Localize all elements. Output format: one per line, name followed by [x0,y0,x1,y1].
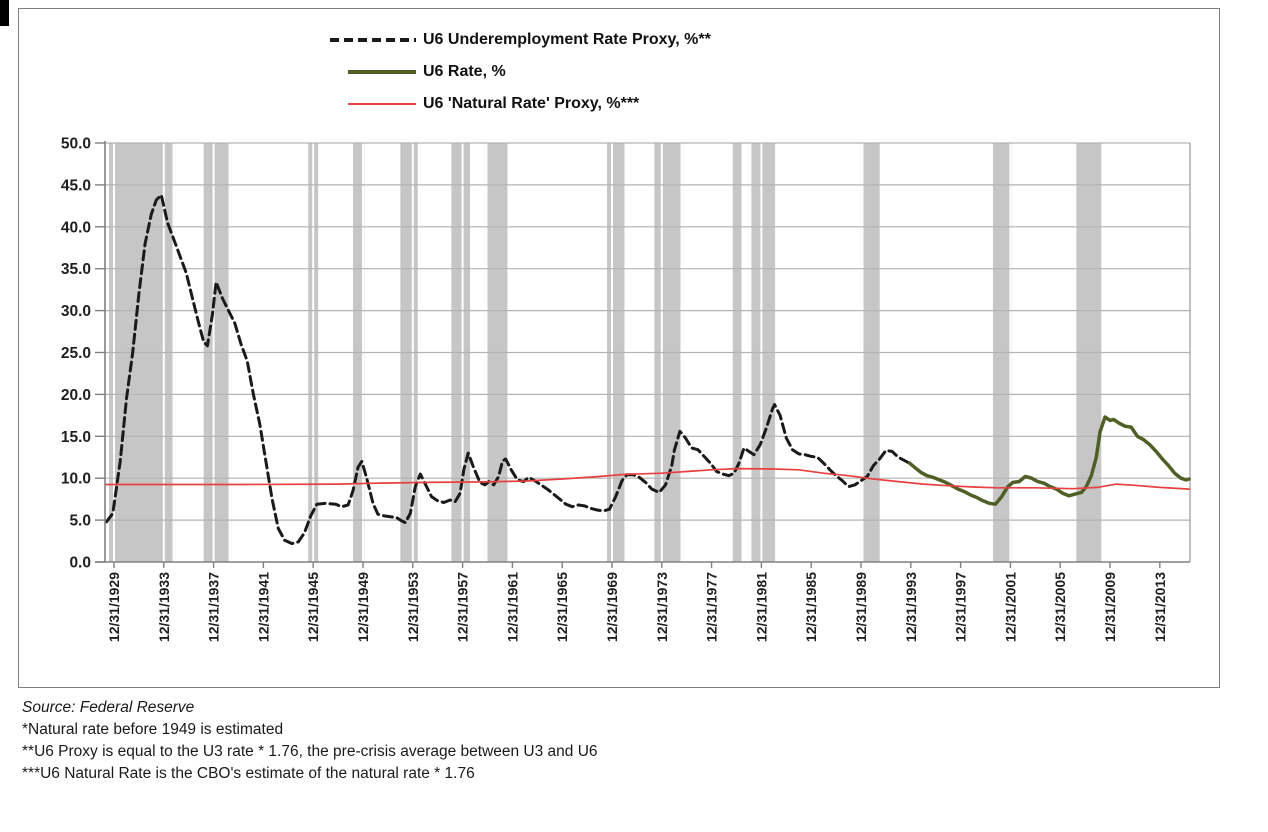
x-tick-label: 12/31/1969 [604,572,620,642]
x-tick-label: 12/31/1949 [355,572,371,642]
chart-footnotes: Source: Federal Reserve *Natural rate be… [22,697,598,785]
x-tick-label: 12/31/1953 [405,572,421,642]
x-tick-label: 12/31/2001 [1002,572,1018,642]
x-tick-label: 12/31/1941 [255,572,271,642]
x-tick-label: 12/31/1985 [803,572,819,642]
red-line-sample-icon [348,103,416,105]
series-line-2 [104,467,1190,490]
x-tick-label: 12/31/1933 [156,572,172,642]
x-tick-label: 12/31/1989 [853,572,869,642]
legend-label-u6-proxy: U6 Underemployment Rate Proxy, %** [423,31,711,48]
x-tick-label: 12/31/2013 [1152,572,1168,642]
y-tick-label: 15.0 [61,429,91,446]
y-tick-label: 50.0 [61,136,91,153]
x-tick-label: 12/31/1997 [953,572,969,642]
footnote-2: **U6 Proxy is equal to the U3 rate * 1.7… [22,743,598,760]
legend-item-natural-rate: U6 'Natural Rate' Proxy, %*** [330,88,711,120]
page-corner-mark [0,0,9,26]
y-tick-label: 35.0 [61,261,91,278]
x-tick-label: 12/31/1973 [654,572,670,642]
legend-item-u6-proxy: U6 Underemployment Rate Proxy, %** [330,24,711,56]
x-tick-label: 12/31/2005 [1052,572,1068,642]
y-tick-label: 40.0 [61,219,91,236]
y-tick-label: 30.0 [61,303,91,320]
x-tick-label: 12/31/1965 [554,572,570,642]
x-tick-label: 12/31/1957 [455,572,471,642]
y-tick-label: 5.0 [69,513,91,530]
x-tick-label: 12/31/1945 [305,572,321,642]
dashed-line-sample-icon [330,38,416,42]
olive-line-sample-icon [348,70,416,74]
y-tick-label: 45.0 [61,177,91,194]
y-tick-label: 0.0 [69,555,91,572]
source-note: Source: Federal Reserve [22,699,195,716]
footnote-3: ***U6 Natural Rate is the CBO's estimate… [22,765,475,782]
x-tick-label: 12/31/1929 [106,572,122,642]
x-tick-label: 12/31/1993 [903,572,919,642]
legend-item-u6-rate: U6 Rate, % [330,56,711,88]
x-tick-label: 12/31/1977 [704,572,720,642]
footnote-1: *Natural rate before 1949 is estimated [22,721,284,738]
legend-label-u6-rate: U6 Rate, % [423,63,506,80]
y-tick-label: 25.0 [61,345,91,362]
x-tick-label: 12/31/1961 [504,572,520,642]
series-line-1 [907,415,1191,506]
x-tick-label: 12/31/2009 [1102,572,1118,642]
x-tick-label: 12/31/1981 [753,572,769,642]
legend-label-natural-rate: U6 'Natural Rate' Proxy, %*** [423,95,640,112]
y-tick-label: 20.0 [61,387,91,404]
x-tick-label: 12/31/1937 [206,572,222,642]
y-tick-label: 10.0 [61,471,91,488]
chart-legend: U6 Underemployment Rate Proxy, %** U6 Ra… [330,24,711,120]
series-line-0 [105,193,913,546]
